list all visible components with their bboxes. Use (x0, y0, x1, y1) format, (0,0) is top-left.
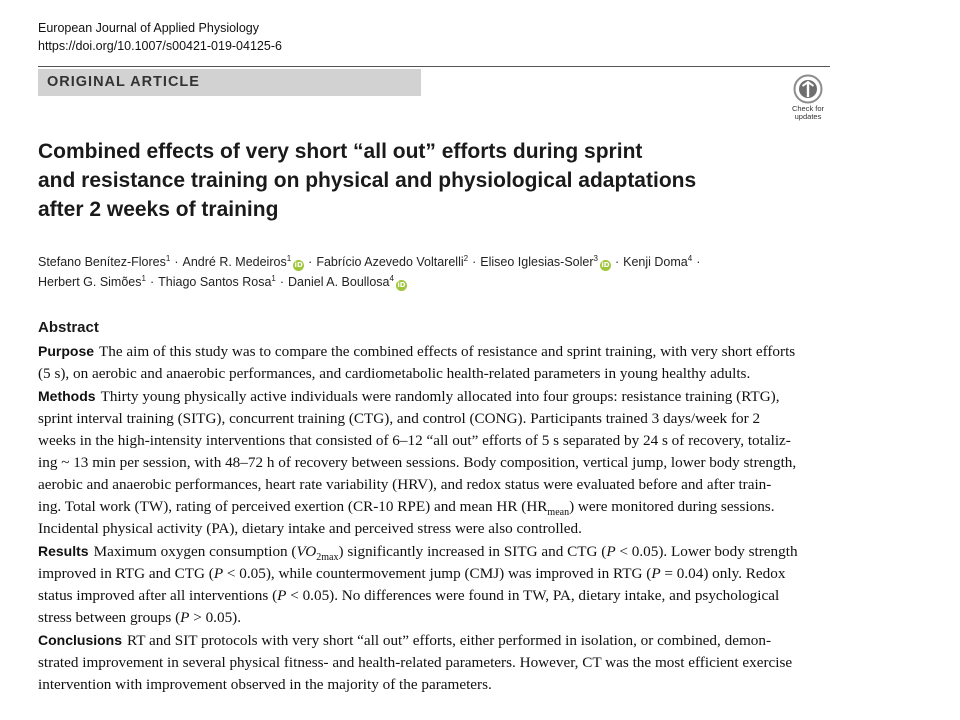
author-name: Eliseo Iglesias-Soler (480, 255, 594, 269)
conclusions-label: Conclusions (38, 632, 123, 648)
affiliation-number: 2 (463, 254, 469, 263)
results-text: < 0.05). No differences were found in TW… (286, 587, 780, 604)
badge-text-line2: updates (794, 112, 822, 121)
affiliation-number: 1 (286, 254, 292, 263)
author-separator: · (279, 275, 285, 289)
methods-line: Methods Thirty young physically active in… (38, 385, 912, 408)
vo2-symbol: VO (296, 543, 317, 560)
conclusions-line: Conclusions RT and SIT protocols with ver… (38, 629, 912, 652)
purpose-line: Purpose The aim of this study was to comp… (38, 340, 912, 363)
author-separator: · (174, 255, 179, 269)
header-rule (38, 66, 830, 67)
methods-line: ing. Total work (TW), rating of perceive… (38, 496, 912, 518)
author: Stefano Benítez-Flores1 (38, 254, 171, 270)
abstract-heading: Abstract (38, 319, 99, 336)
results-text: > 0.05). (189, 609, 242, 626)
results-line: Results Maximum oxygen consumption (VO2ma… (38, 540, 912, 563)
affiliation-number: 1 (165, 254, 171, 263)
methods-line: weeks in the high-intensity intervention… (38, 432, 791, 449)
title-line: after 2 weeks of training (38, 198, 279, 221)
check-for-updates-icon (793, 74, 823, 104)
methods-text: Thirty young physically active individua… (100, 388, 780, 405)
results-text: improved in RTG and CTG ( (38, 565, 214, 582)
methods-line: aerobic and anaerobic performances, hear… (38, 476, 772, 493)
author-list: Stefano Benítez-Flores1 · André R. Medeiro… (38, 252, 888, 292)
article-title: Combined effects of very short “all out”… (38, 137, 738, 224)
author: André R. Medeiros1iD (182, 254, 305, 271)
author-line: Herbert G. Simões1 · Thiago Santos Rosa1 · D… (38, 272, 888, 292)
author-separator: · (308, 255, 313, 269)
author: Eliseo Iglesias-Soler3iD (480, 254, 611, 271)
author-line: Stefano Benítez-Flores1 · André R. Medeiro… (38, 252, 888, 272)
results-line: stress between groups (P > 0.05). (38, 607, 912, 629)
results-line: improved in RTG and CTG (P < 0.05), whil… (38, 563, 912, 585)
author-separator: · (614, 255, 620, 269)
p-symbol: P (606, 543, 616, 560)
orcid-icon[interactable]: iD (395, 280, 407, 291)
orcid-icon[interactable]: iD (599, 260, 611, 271)
methods-text: ) were monitored during sessions. (569, 498, 775, 515)
author: Herbert G. Simões1 (38, 274, 146, 290)
conclusions-text: RT and SIT protocols with very short “al… (127, 632, 772, 649)
methods-text: ing. Total work (TW), rating of perceive… (38, 498, 548, 515)
journal-name: European Journal of Applied Physiology (38, 21, 259, 35)
affiliation-number: 4 (389, 274, 394, 283)
p-symbol: P (213, 565, 224, 582)
results-text: status improved after all interventions … (38, 587, 278, 604)
author: Thiago Santos Rosa1 (158, 274, 276, 290)
author-separator: · (472, 255, 477, 269)
author: Kenji Doma4 (623, 254, 693, 270)
results-text: Maximum oxygen consumption ( (93, 543, 297, 560)
results-text: = 0.04) only. Redox (660, 565, 786, 582)
author-name: Stefano Benítez-Flores (38, 255, 166, 269)
results-text: ) significantly increased in SITG and CT… (338, 543, 607, 560)
methods-label: Methods (38, 388, 96, 404)
results-text: < 0.05), while countermovement jump (CMJ… (223, 565, 652, 582)
p-symbol: P (277, 587, 287, 604)
purpose-line: (5 s), on aerobic and anaerobic performa… (38, 365, 751, 382)
author: Fabrício Azevedo Voltarelli2 (316, 254, 469, 270)
title-line: Combined effects of very short “all out”… (38, 140, 643, 163)
author-name: Daniel A. Boullosa (288, 275, 390, 289)
methods-line: Incidental physical activity (PA), dieta… (38, 520, 582, 537)
author-name: Herbert G. Simões (38, 275, 142, 289)
purpose-label: Purpose (38, 343, 95, 359)
results-text: < 0.05). Lower body strength (615, 543, 798, 560)
abstract-body: Purpose The aim of this study was to comp… (38, 340, 912, 696)
author-name: Fabrício Azevedo Voltarelli (316, 255, 464, 269)
author: Daniel A. Boullosa4iD (288, 274, 407, 291)
author-name: Thiago Santos Rosa (158, 275, 272, 289)
author-name: Kenji Doma (623, 255, 688, 269)
p-symbol: P (180, 609, 190, 626)
p-symbol: P (651, 565, 661, 582)
results-label: Results (38, 543, 89, 559)
check-for-updates-badge[interactable]: Check for updates (783, 74, 833, 122)
results-text: stress between groups ( (38, 609, 181, 626)
author-separator: · (149, 275, 155, 289)
affiliation-number: 3 (593, 254, 598, 263)
badge-text-line1: Check for (791, 104, 825, 113)
affiliation-number: 4 (687, 254, 693, 263)
results-line: status improved after all interventions … (38, 585, 912, 607)
hr-mean-subscript: mean (547, 507, 570, 518)
orcid-icon[interactable]: iD (293, 260, 305, 271)
author-separator: · (696, 255, 701, 269)
methods-line: sprint interval training (SITG), concurr… (38, 410, 761, 427)
author-name: André R. Medeiros (182, 255, 287, 269)
affiliation-number: 1 (271, 274, 276, 283)
title-line: and resistance training on physical and … (38, 169, 697, 192)
purpose-text: The aim of this study was to compare the… (99, 343, 796, 360)
methods-line: ing ~ 13 min per session, with 48–72 h o… (38, 454, 797, 471)
conclusions-line: intervention with improvement observed i… (38, 676, 492, 693)
vo2-subscript: 2max (316, 552, 339, 563)
doi-link[interactable]: https://doi.org/10.1007/s00421-019-04125… (38, 39, 282, 53)
conclusions-line: strated improvement in several physical … (38, 654, 793, 671)
affiliation-number: 1 (141, 274, 146, 283)
article-type-banner: ORIGINAL ARTICLE (38, 69, 421, 96)
